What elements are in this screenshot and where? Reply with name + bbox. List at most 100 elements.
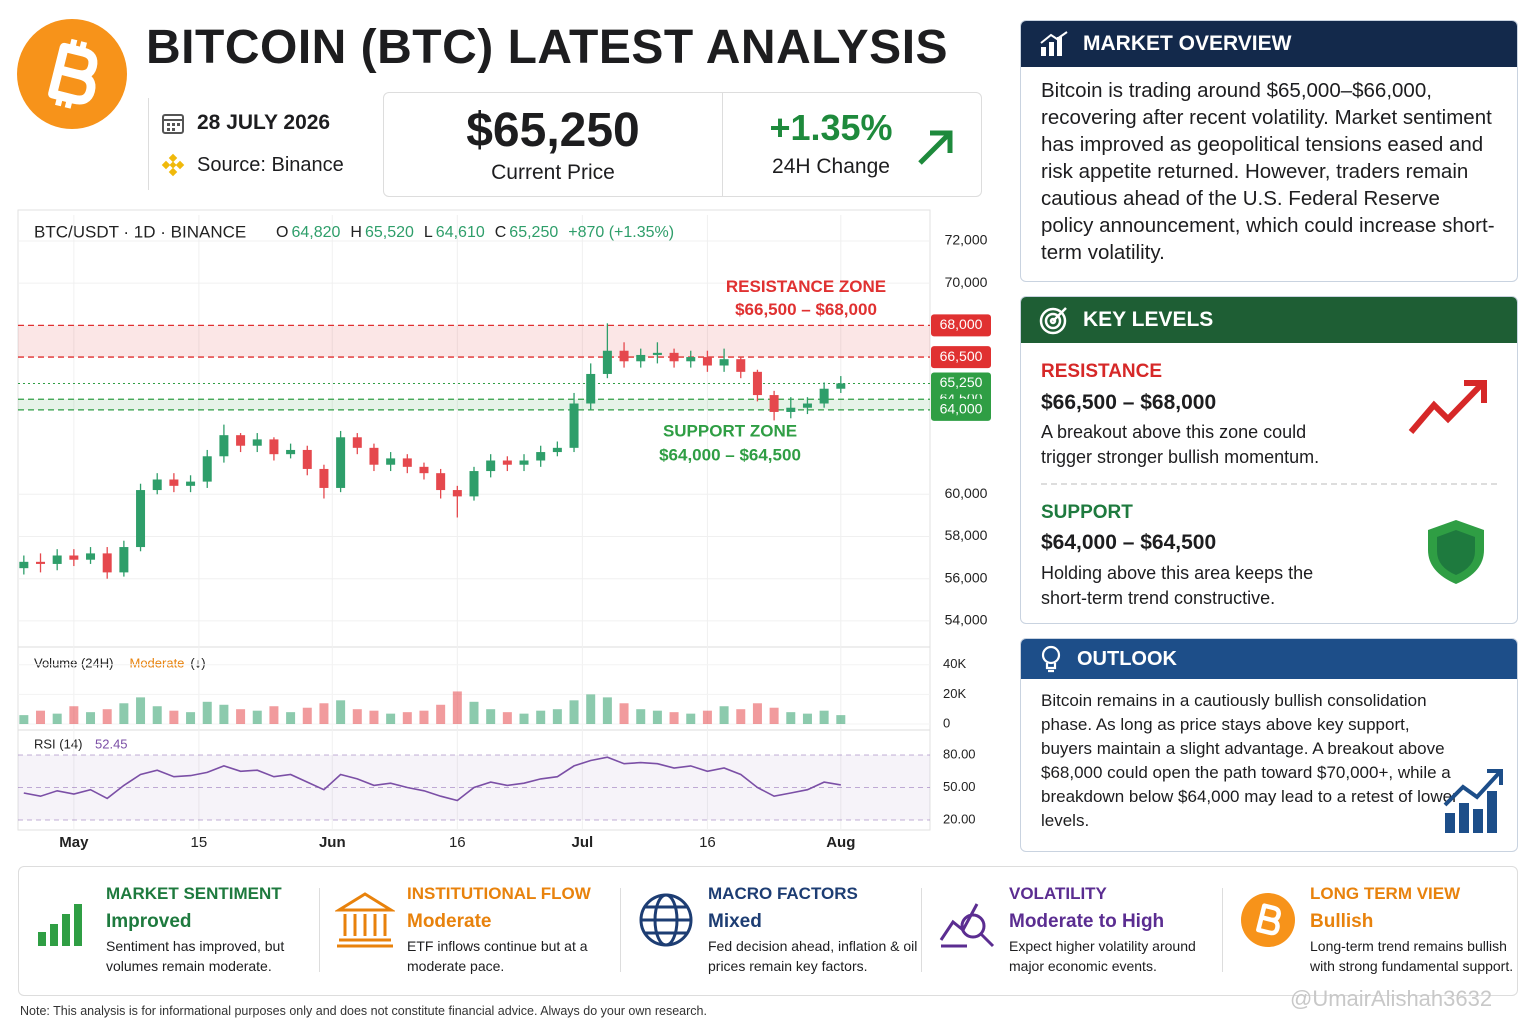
candle-body bbox=[436, 473, 446, 491]
x-tick-label: 15 bbox=[191, 834, 208, 851]
ohlc-value: 65,250 bbox=[509, 224, 558, 241]
volume-bar bbox=[486, 709, 496, 724]
factor-card: MARKET SENTIMENT Improved Sentiment has … bbox=[20, 880, 310, 980]
card-title: KEY LEVELS bbox=[1083, 308, 1214, 331]
divider bbox=[1041, 483, 1497, 485]
report-date: 28 JULY 2026 bbox=[197, 111, 331, 134]
volume-status-note: (↓) bbox=[190, 655, 205, 670]
candle-body bbox=[419, 466, 429, 474]
volume-status: Moderate bbox=[129, 655, 184, 670]
volume-bar bbox=[102, 709, 112, 724]
price-chart: BTC/USDT · 1D · BINANCE Volume (24H) RSI… bbox=[17, 209, 991, 851]
volume-bar bbox=[719, 706, 729, 724]
calendar-icon bbox=[162, 114, 184, 134]
volume-bar bbox=[302, 707, 312, 724]
divider bbox=[620, 888, 621, 972]
key-levels-card: KEY LEVELS RESISTANCE $66,500 – $68,000 … bbox=[1020, 296, 1518, 624]
y-tick-label: 58,000 bbox=[945, 527, 988, 543]
support-text: Holding above this area keeps the short-… bbox=[1041, 563, 1314, 608]
current-price: $65,250 bbox=[466, 104, 640, 157]
volatility-icon bbox=[939, 903, 995, 948]
volume-bar bbox=[36, 710, 46, 724]
candle-body bbox=[52, 555, 62, 564]
card-header: KEY LEVELS bbox=[1021, 297, 1517, 343]
ohlc-label: O bbox=[276, 224, 288, 241]
y-tick-label: 56,000 bbox=[945, 569, 988, 585]
candle-body bbox=[552, 447, 562, 453]
card-header: MARKET OVERVIEW bbox=[1021, 21, 1517, 67]
factor-card: MACRO FACTORS Mixed Fed decision ahead, … bbox=[622, 880, 917, 980]
volume-bar bbox=[219, 704, 229, 724]
volume-bar bbox=[469, 701, 479, 724]
volume-bar bbox=[336, 700, 346, 724]
volume-bar bbox=[269, 706, 279, 724]
globe-icon bbox=[639, 893, 693, 947]
volume-bar bbox=[169, 710, 179, 724]
volume-bar bbox=[69, 706, 79, 724]
volume-bar bbox=[652, 710, 662, 724]
candle-body bbox=[752, 371, 762, 396]
factor-title: LONG TERM VIEW bbox=[1310, 884, 1461, 903]
rsi-title: RSI (14) bbox=[34, 736, 82, 751]
overview-text: Bitcoin is trading around $65,000–$66,00… bbox=[1041, 79, 1495, 264]
candle-body bbox=[519, 460, 529, 465]
rsi-line bbox=[23, 756, 841, 802]
candle-body bbox=[69, 555, 79, 560]
factor-text: ETF inflows continue but at a moderate p… bbox=[407, 938, 588, 974]
candle-body bbox=[836, 383, 846, 389]
candle-body bbox=[502, 460, 512, 465]
candle-body bbox=[786, 407, 796, 412]
volume-bar bbox=[619, 703, 629, 724]
candle-body bbox=[819, 388, 829, 404]
page-title: BITCOIN (BTC) LATEST ANALYSIS bbox=[146, 21, 949, 74]
volume-bar bbox=[19, 715, 29, 724]
zone-name: SUPPORT ZONE bbox=[663, 421, 797, 440]
y-tick-label: 40K bbox=[943, 656, 966, 671]
volume-bar bbox=[452, 691, 462, 724]
outlook-card: OUTLOOK Bitcoin remains in a cautiously … bbox=[1020, 638, 1518, 852]
sentiment-icon bbox=[38, 904, 82, 946]
candle-body bbox=[619, 350, 629, 362]
volume-bar bbox=[86, 712, 96, 724]
volume-bar bbox=[819, 710, 829, 724]
candle-body bbox=[219, 435, 229, 457]
chart-frame bbox=[17, 209, 931, 831]
volume-bar bbox=[552, 709, 562, 724]
divider bbox=[1222, 888, 1223, 972]
volume-bar bbox=[736, 709, 746, 724]
candle-body bbox=[169, 479, 179, 486]
factor-card: VOLATILITY Moderate to High Expect highe… bbox=[923, 880, 1213, 980]
candle-body bbox=[452, 490, 462, 497]
outlook-text: Bitcoin remains in a cautiously bullish … bbox=[1041, 691, 1458, 830]
candle-body bbox=[469, 471, 479, 497]
bank-icon bbox=[335, 892, 395, 948]
volume-bar bbox=[419, 710, 429, 724]
resistance-heading: RESISTANCE bbox=[1041, 361, 1163, 382]
card-title: MARKET OVERVIEW bbox=[1083, 32, 1292, 55]
price-badge bbox=[931, 398, 991, 421]
y-tick-label: 50.00 bbox=[943, 779, 976, 794]
candle-body bbox=[102, 553, 112, 573]
candle-body bbox=[636, 354, 646, 362]
candle-body bbox=[286, 449, 296, 455]
volume-bar bbox=[769, 707, 779, 724]
candle-body bbox=[152, 479, 162, 491]
volume-bar bbox=[786, 712, 796, 724]
candle-body bbox=[336, 437, 346, 488]
candle-body bbox=[569, 403, 579, 448]
candle-body bbox=[536, 452, 546, 461]
candle-body bbox=[119, 547, 129, 573]
volume-bar bbox=[502, 712, 512, 724]
candle-body bbox=[402, 458, 412, 467]
volume-bar bbox=[136, 697, 146, 724]
factor-status: Moderate bbox=[407, 911, 492, 932]
candle-body bbox=[802, 403, 812, 408]
factors-strip bbox=[18, 866, 1518, 996]
x-tick-label: Jul bbox=[572, 834, 594, 851]
factor-card: LONG TERM VIEW Bullish Long-term trend r… bbox=[1224, 880, 1514, 980]
zone-band bbox=[18, 325, 930, 358]
disclaimer: Note: This analysis is for informational… bbox=[20, 1004, 707, 1018]
candle-body bbox=[702, 357, 712, 366]
rsi-value: 52.45 bbox=[95, 736, 128, 751]
factor-title: MACRO FACTORS bbox=[708, 884, 858, 903]
